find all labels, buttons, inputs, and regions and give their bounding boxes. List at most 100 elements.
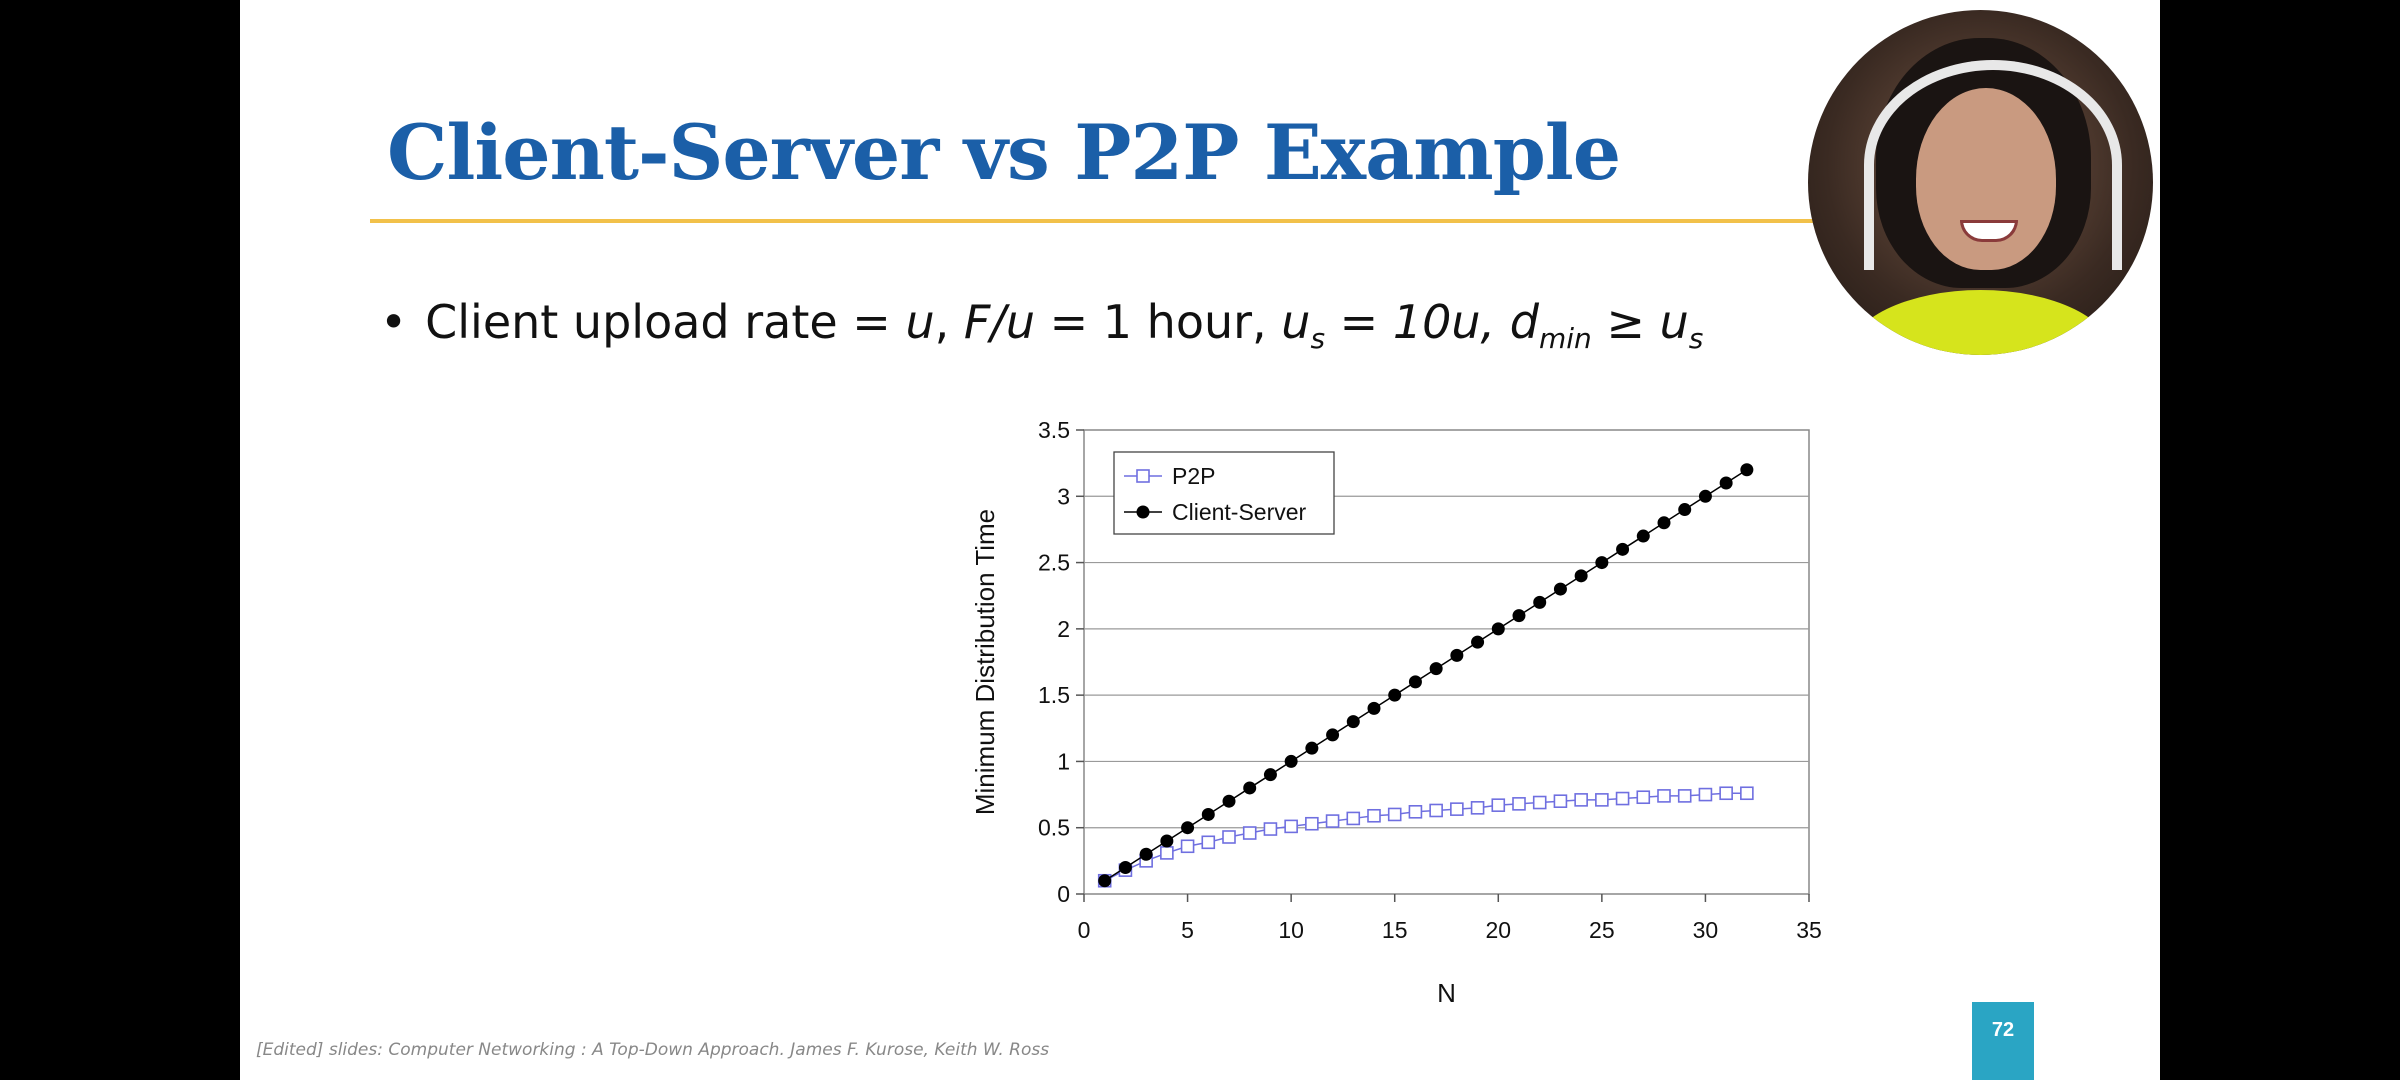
p2p-point: [1325, 814, 1340, 828]
p2p-point: [1180, 839, 1195, 854]
p2p-point: [1595, 793, 1609, 807]
bullet-us-var: u: [1281, 295, 1311, 349]
client-server-point: [1222, 794, 1236, 808]
x-tick-label: 35: [1796, 917, 1822, 943]
p2p-point: [1450, 802, 1464, 816]
client-server-point: [1636, 529, 1650, 543]
p2p-point: [1532, 795, 1547, 810]
bullet-us-sub: s: [1310, 322, 1326, 356]
distribution-time-chart: 0 0.5 1 1.5 2 2.5 3 3.5 0 5 10 15 20 25 30 35 N Minimum D…: [970, 417, 1822, 1008]
client-server-point: [1512, 609, 1526, 623]
bullet-dmin-sub: min: [1538, 322, 1592, 356]
p2p-point: [1677, 789, 1692, 803]
x-tick-label: 10: [1278, 917, 1304, 943]
client-server-point: [1201, 807, 1215, 821]
bullet-us2-var: u: [1659, 295, 1689, 349]
bullet-text-1: Client upload rate =: [425, 295, 906, 349]
bullet-us2: us: [1659, 295, 1704, 355]
x-tick-label: 30: [1693, 917, 1719, 943]
client-server-point: [1408, 675, 1422, 689]
client-server-point: [1429, 662, 1443, 676]
p2p-point: [1408, 805, 1423, 819]
client-server-point: [1740, 463, 1754, 477]
legend-marker: [1136, 469, 1150, 483]
slide-title: Client-Server vs P2P Example: [387, 108, 1621, 197]
p2p-point: [1201, 835, 1216, 850]
p2p-point: [1429, 803, 1443, 818]
client-server-point: [1305, 741, 1319, 755]
client-server-point: [1139, 847, 1153, 861]
y-tick-label: 1.5: [1038, 682, 1070, 708]
p2p-point: [1740, 786, 1754, 801]
client-server-point: [1595, 556, 1609, 570]
p2p-point: [1346, 811, 1361, 826]
client-server-point: [1450, 648, 1464, 662]
y-tick-label: 1: [1057, 748, 1070, 774]
client-server-point: [1698, 489, 1712, 503]
client-server-point: [1098, 874, 1112, 888]
p2p-point: [1387, 807, 1402, 822]
bullet-fu: F/u: [963, 295, 1035, 349]
client-server-point: [1388, 688, 1402, 702]
p2p-point: [1636, 790, 1651, 805]
p2p-point: [1512, 797, 1526, 811]
x-tick-label: 20: [1485, 917, 1511, 943]
x-tick-label: 0: [1078, 917, 1091, 943]
client-server-point: [1284, 754, 1298, 768]
client-server-point: [1574, 569, 1588, 583]
x-axis-label: N: [1437, 978, 1456, 1008]
y-tick-label: 2.5: [1038, 550, 1070, 576]
title-underline: [370, 219, 1870, 223]
bullet-text-2: ,: [934, 295, 964, 349]
p2p-point: [1657, 789, 1671, 803]
bullet-text-3: = 1 hour,: [1034, 295, 1282, 349]
bullet-us: us = 10u,: [1281, 295, 1510, 355]
client-server-point: [1678, 503, 1692, 517]
client-server-point: [1367, 701, 1381, 715]
p2p-point: [1553, 794, 1568, 809]
page-number: 72: [1972, 1002, 2034, 1080]
bullet-point: • Client upload rate = u, F/u = 1 hour, u…: [380, 295, 1703, 355]
bullet-dot-icon: •: [380, 295, 408, 349]
client-server-point: [1616, 542, 1630, 556]
client-server-point: [1553, 582, 1567, 596]
legend-box: [1113, 451, 1335, 535]
p2p-point: [1305, 816, 1319, 831]
x-tick-label: 15: [1382, 917, 1408, 943]
p2p-point: [1719, 786, 1733, 801]
p2p-point: [1470, 801, 1485, 815]
legend-label: Client-Server: [1172, 499, 1307, 525]
client-server-point: [1471, 635, 1485, 649]
client-server-point: [1657, 516, 1671, 530]
p2p-point: [1284, 819, 1298, 834]
client-server-point: [1491, 622, 1505, 636]
webcam-headset: [1864, 60, 2122, 270]
x-tick-label: 5: [1181, 917, 1194, 943]
p2p-point: [1160, 846, 1174, 860]
p2p-point: [1491, 798, 1506, 812]
y-tick-label: 0: [1057, 881, 1070, 907]
footer-citation: [Edited] slides: Computer Networking : A…: [256, 1040, 1050, 1060]
p2p-point: [1367, 808, 1381, 823]
y-tick-label: 3.5: [1038, 417, 1070, 443]
legend-label: P2P: [1172, 463, 1215, 489]
p2p-point: [1222, 830, 1236, 844]
client-server-point: [1263, 768, 1277, 782]
y-tick-label: 2: [1057, 616, 1070, 642]
client-server-point: [1243, 781, 1257, 795]
presenter-webcam-icon: [1808, 10, 2153, 355]
bullet-geq: ≥: [1591, 295, 1660, 349]
bullet-us-val: = 10u,: [1325, 295, 1510, 349]
legend-marker: [1136, 505, 1150, 519]
y-axis-label: Minimum Distribution Time: [970, 509, 1000, 815]
y-tick-label: 0.5: [1038, 815, 1070, 841]
client-server-point: [1533, 595, 1547, 609]
client-server-point: [1160, 834, 1174, 848]
client-server-point: [1118, 860, 1132, 874]
client-server-point: [1346, 715, 1360, 729]
bullet-dmin: dmin: [1510, 295, 1592, 355]
bullet-us2-sub: s: [1688, 322, 1704, 356]
p2p-point: [1574, 793, 1588, 807]
client-server-point: [1719, 476, 1733, 490]
y-tick-label: 3: [1057, 483, 1070, 509]
